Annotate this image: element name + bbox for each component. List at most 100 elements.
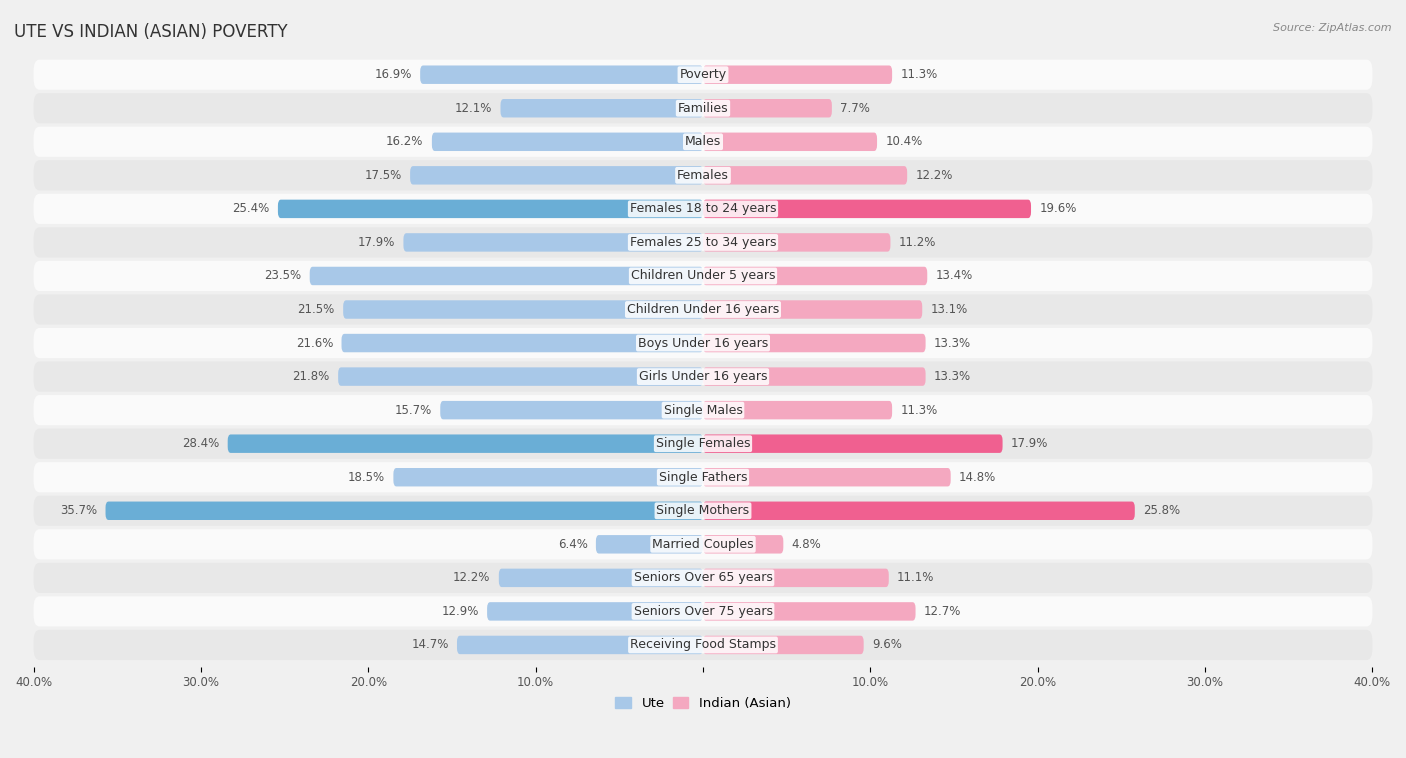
Text: 16.2%: 16.2%	[387, 135, 423, 149]
FancyBboxPatch shape	[703, 368, 925, 386]
Text: 12.2%: 12.2%	[915, 169, 953, 182]
FancyBboxPatch shape	[404, 233, 703, 252]
FancyBboxPatch shape	[34, 395, 1372, 425]
FancyBboxPatch shape	[499, 568, 703, 587]
FancyBboxPatch shape	[228, 434, 703, 453]
Text: 16.9%: 16.9%	[374, 68, 412, 81]
FancyBboxPatch shape	[703, 267, 928, 285]
Text: 4.8%: 4.8%	[792, 538, 821, 551]
Text: 12.7%: 12.7%	[924, 605, 962, 618]
FancyBboxPatch shape	[703, 199, 1031, 218]
FancyBboxPatch shape	[105, 502, 703, 520]
FancyBboxPatch shape	[703, 602, 915, 621]
Text: 21.6%: 21.6%	[295, 337, 333, 349]
Text: 9.6%: 9.6%	[872, 638, 901, 651]
FancyBboxPatch shape	[34, 160, 1372, 190]
Text: 18.5%: 18.5%	[347, 471, 385, 484]
FancyBboxPatch shape	[34, 127, 1372, 157]
Text: 6.4%: 6.4%	[558, 538, 588, 551]
Text: Children Under 5 years: Children Under 5 years	[631, 269, 775, 283]
FancyBboxPatch shape	[343, 300, 703, 318]
Text: 13.3%: 13.3%	[934, 337, 972, 349]
Text: Receiving Food Stamps: Receiving Food Stamps	[630, 638, 776, 651]
FancyBboxPatch shape	[34, 496, 1372, 526]
Text: 25.4%: 25.4%	[232, 202, 270, 215]
FancyBboxPatch shape	[342, 334, 703, 352]
Text: Single Males: Single Males	[664, 404, 742, 417]
FancyBboxPatch shape	[34, 194, 1372, 224]
Text: Females 18 to 24 years: Females 18 to 24 years	[630, 202, 776, 215]
Text: 12.2%: 12.2%	[453, 572, 491, 584]
Text: 11.1%: 11.1%	[897, 572, 935, 584]
FancyBboxPatch shape	[34, 462, 1372, 493]
Text: Single Females: Single Females	[655, 437, 751, 450]
FancyBboxPatch shape	[34, 261, 1372, 291]
FancyBboxPatch shape	[420, 65, 703, 84]
FancyBboxPatch shape	[703, 535, 783, 553]
Text: 7.7%: 7.7%	[841, 102, 870, 114]
FancyBboxPatch shape	[457, 636, 703, 654]
FancyBboxPatch shape	[34, 630, 1372, 660]
Text: Source: ZipAtlas.com: Source: ZipAtlas.com	[1274, 23, 1392, 33]
FancyBboxPatch shape	[34, 362, 1372, 392]
FancyBboxPatch shape	[703, 502, 1135, 520]
Text: 15.7%: 15.7%	[395, 404, 432, 417]
Text: 14.8%: 14.8%	[959, 471, 997, 484]
Text: Females: Females	[678, 169, 728, 182]
Text: 12.9%: 12.9%	[441, 605, 478, 618]
FancyBboxPatch shape	[34, 529, 1372, 559]
FancyBboxPatch shape	[411, 166, 703, 184]
Text: Males: Males	[685, 135, 721, 149]
Text: 11.2%: 11.2%	[898, 236, 936, 249]
Text: Single Mothers: Single Mothers	[657, 504, 749, 517]
FancyBboxPatch shape	[703, 468, 950, 487]
FancyBboxPatch shape	[278, 199, 703, 218]
FancyBboxPatch shape	[432, 133, 703, 151]
FancyBboxPatch shape	[703, 99, 832, 117]
FancyBboxPatch shape	[34, 60, 1372, 89]
FancyBboxPatch shape	[703, 568, 889, 587]
Text: 13.3%: 13.3%	[934, 370, 972, 383]
FancyBboxPatch shape	[34, 428, 1372, 459]
FancyBboxPatch shape	[309, 267, 703, 285]
FancyBboxPatch shape	[596, 535, 703, 553]
Text: Girls Under 16 years: Girls Under 16 years	[638, 370, 768, 383]
Text: Boys Under 16 years: Boys Under 16 years	[638, 337, 768, 349]
Text: 28.4%: 28.4%	[183, 437, 219, 450]
FancyBboxPatch shape	[703, 65, 893, 84]
Text: Children Under 16 years: Children Under 16 years	[627, 303, 779, 316]
Text: Seniors Over 65 years: Seniors Over 65 years	[634, 572, 772, 584]
Text: 25.8%: 25.8%	[1143, 504, 1180, 517]
Text: Seniors Over 75 years: Seniors Over 75 years	[634, 605, 772, 618]
Text: 17.9%: 17.9%	[357, 236, 395, 249]
Text: 13.1%: 13.1%	[931, 303, 967, 316]
Text: 23.5%: 23.5%	[264, 269, 301, 283]
Legend: Ute, Indian (Asian): Ute, Indian (Asian)	[610, 692, 796, 716]
FancyBboxPatch shape	[703, 166, 907, 184]
Text: UTE VS INDIAN (ASIAN) POVERTY: UTE VS INDIAN (ASIAN) POVERTY	[14, 23, 288, 41]
FancyBboxPatch shape	[703, 636, 863, 654]
FancyBboxPatch shape	[34, 597, 1372, 627]
FancyBboxPatch shape	[703, 401, 893, 419]
Text: 12.1%: 12.1%	[454, 102, 492, 114]
Text: 11.3%: 11.3%	[900, 404, 938, 417]
FancyBboxPatch shape	[34, 294, 1372, 324]
FancyBboxPatch shape	[34, 93, 1372, 124]
Text: 17.5%: 17.5%	[364, 169, 402, 182]
Text: 13.4%: 13.4%	[935, 269, 973, 283]
FancyBboxPatch shape	[339, 368, 703, 386]
Text: 10.4%: 10.4%	[886, 135, 922, 149]
Text: 35.7%: 35.7%	[60, 504, 97, 517]
Text: 11.3%: 11.3%	[900, 68, 938, 81]
Text: Families: Families	[678, 102, 728, 114]
Text: Married Couples: Married Couples	[652, 538, 754, 551]
FancyBboxPatch shape	[703, 233, 890, 252]
FancyBboxPatch shape	[394, 468, 703, 487]
Text: Females 25 to 34 years: Females 25 to 34 years	[630, 236, 776, 249]
FancyBboxPatch shape	[703, 334, 925, 352]
FancyBboxPatch shape	[34, 328, 1372, 358]
Text: 14.7%: 14.7%	[411, 638, 449, 651]
FancyBboxPatch shape	[703, 300, 922, 318]
FancyBboxPatch shape	[440, 401, 703, 419]
Text: 21.8%: 21.8%	[292, 370, 330, 383]
